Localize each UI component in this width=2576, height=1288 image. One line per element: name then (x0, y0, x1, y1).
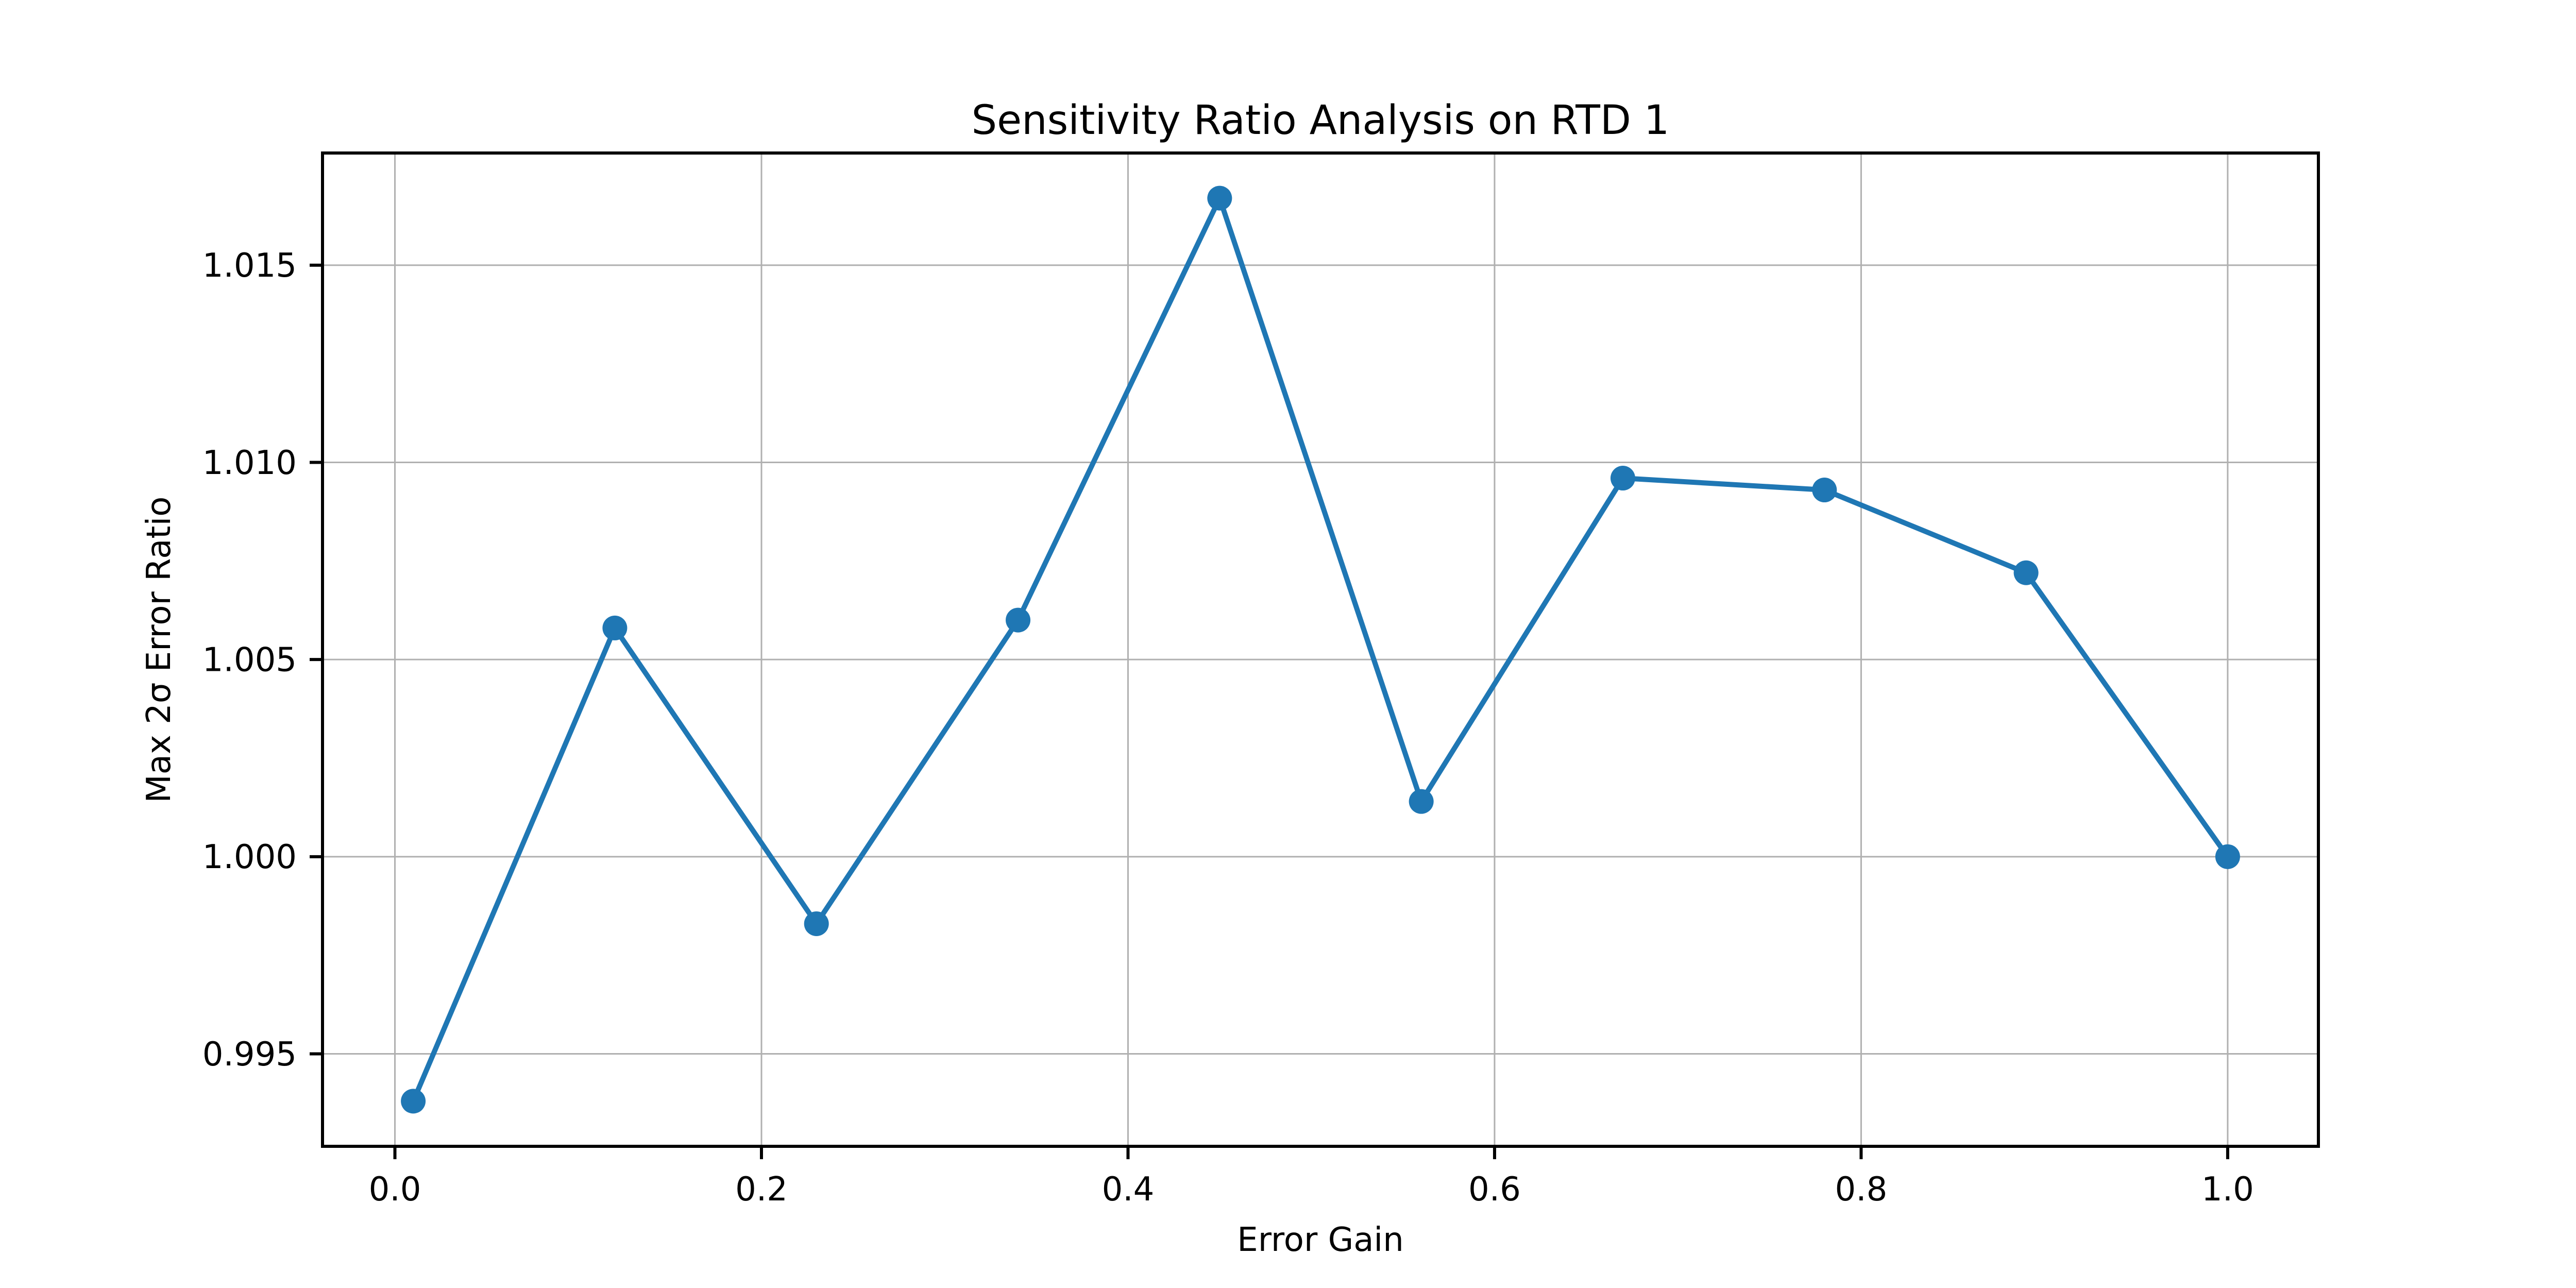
chart-title: Sensitivity Ratio Analysis on RTD 1 (972, 97, 1670, 144)
data-point-marker (1409, 789, 1434, 814)
data-point-marker (1610, 466, 1635, 491)
y-axis-label: Max 2σ Error Ratio (140, 497, 178, 803)
data-point-marker (401, 1089, 426, 1114)
y-tick-label: 0.995 (202, 1036, 297, 1074)
plot-border (321, 151, 2320, 1148)
x-tick-label: 0.0 (369, 1171, 421, 1209)
x-tick-label: 0.6 (1468, 1171, 1521, 1209)
data-point-marker (1812, 478, 1837, 503)
x-tick-label: 1.0 (2201, 1171, 2254, 1209)
x-tick-label: 0.4 (1102, 1171, 1155, 1209)
x-tick-label: 0.2 (735, 1171, 788, 1209)
data-point-marker (1006, 607, 1031, 633)
x-tick-label: 0.8 (1835, 1171, 1888, 1209)
data-point-marker (1207, 185, 1232, 211)
x-axis-label: Error Gain (1237, 1221, 1404, 1259)
y-tick-label: 1.010 (202, 444, 297, 482)
data-point-marker (2215, 844, 2240, 869)
data-point-marker (2013, 560, 2039, 585)
data-point-marker (804, 911, 829, 936)
data-line (411, 195, 2230, 1104)
y-tick-label: 1.000 (202, 838, 297, 876)
y-tick-label: 1.005 (202, 641, 297, 680)
y-tick-label: 1.015 (202, 247, 297, 285)
data-point-marker (602, 615, 628, 640)
